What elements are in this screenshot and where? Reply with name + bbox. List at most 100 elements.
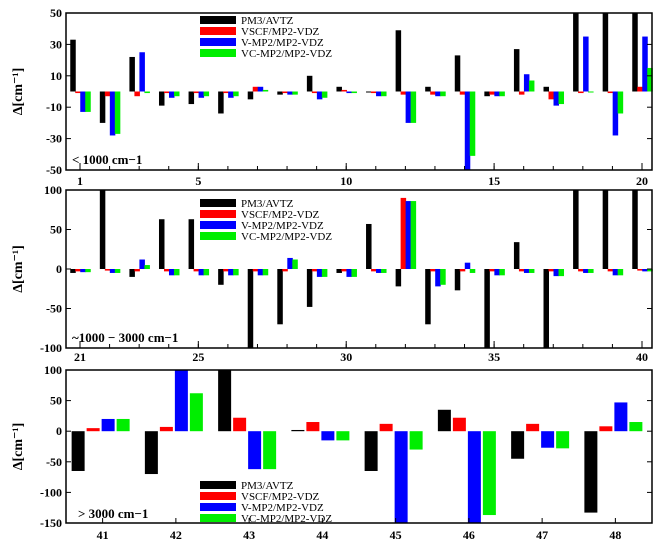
panel-3-bar-s2-6 (452, 417, 466, 432)
panel-2-bar-s3-5 (198, 269, 205, 276)
panel-3-legend-label-2: V-MP2/MP2-VDZ (241, 502, 324, 514)
panel-3-bar-s2-8 (599, 426, 613, 432)
panel-1-legend-label-1: VSCF/MP2-VDZ (241, 26, 320, 38)
panel-2-ytick-label-2: 0 (56, 262, 62, 276)
panel-2-bar-s1-10 (336, 269, 342, 273)
panel-3-ytick-label-1: 50 (50, 394, 62, 408)
panel-3-ytick-label-5: -150 (40, 516, 62, 530)
panel-1-bar-s3-10 (346, 91, 352, 94)
panel-3-bar-s1-5 (364, 431, 378, 471)
panel-1-legend-label-3: VC-MP2/MP2-VDZ (241, 48, 332, 60)
panel-3-legend-label-3: VC-MP2/MP2-VDZ (241, 513, 332, 525)
panel-2-bar-s1-18 (573, 190, 579, 269)
panel-2-bar-s3-3 (139, 259, 145, 269)
panel-1-bar-s1-5 (188, 91, 195, 105)
panel-3-range-annotation: > 3000 cm−1 (78, 506, 148, 521)
panel-2-bar-s3-13 (435, 269, 441, 287)
panel-3-bar-s4-1 (116, 418, 130, 432)
panel-1-bar-s2-3 (134, 91, 140, 97)
panel-2-bar-s2-8 (282, 269, 288, 272)
panel-1-bar-s4-12 (410, 91, 417, 123)
panel-2-bar-s3-17 (553, 269, 560, 277)
panel-1-xtick-label-2: 10 (340, 174, 352, 188)
panel-1-bar-s2-7 (252, 86, 259, 92)
panel-2-bar-s1-2 (99, 190, 106, 269)
panel-1-range-annotation: < 1000 cm−1 (72, 152, 142, 167)
panel-2-bar-s3-6 (228, 269, 234, 276)
panel-1-bar-s3-20 (642, 36, 648, 92)
panel-2-ytick-label-3: -50 (46, 302, 62, 316)
panel-3-legend-swatch-3 (200, 514, 236, 522)
panel-1-bar-s1-8 (277, 91, 283, 95)
panel-1-bar-s1-9 (306, 75, 313, 92)
panel-2-range-annotation: ~1000 − 3000 cm−1 (72, 330, 178, 345)
panel-1-bar-s3-18 (583, 36, 589, 92)
panel-2-bar-s1-13 (425, 269, 431, 325)
panel-1-legend-swatch-3 (200, 49, 236, 57)
panel-3-bar-s3-3 (248, 431, 262, 470)
panel-1-bar-s2-4 (163, 91, 170, 94)
panel-2-bar-s1-4 (158, 219, 165, 269)
panel-1-ytick-label-3: -10 (46, 100, 62, 114)
panel-2-xtick-label-0: 21 (74, 350, 86, 364)
panel-1-bar-s2-6 (223, 91, 229, 94)
panel-3-xtick-label-7: 48 (609, 528, 621, 542)
panel-2-xtick-label-3: 35 (488, 350, 500, 364)
panel-3-bar-s2-2 (159, 426, 173, 432)
panel-2-bar-s4-14 (469, 269, 476, 273)
panel-2-bar-s2-17 (548, 269, 555, 272)
panel-2-bar-s3-14 (464, 262, 471, 269)
panel-1-bar-s3-16 (523, 74, 530, 92)
panel-2-bar-s1-16 (513, 242, 520, 269)
panel-1-bar-s1-12 (395, 30, 402, 92)
panel-2-bar-s3-19 (612, 269, 619, 276)
panel-2-bar-s4-7 (262, 269, 269, 276)
panel-3-bar-s2-1 (86, 428, 100, 432)
panel-2-legend-label-2: V-MP2/MP2-VDZ (241, 220, 324, 232)
panel-2-bar-s2-1 (75, 269, 81, 272)
panel-3-bar-s4-2 (189, 393, 203, 432)
panel-1-xtick-label-0: 1 (77, 174, 83, 188)
panel-3-bar-s1-1 (71, 431, 85, 471)
panel-2-bar-s4-1 (85, 269, 91, 273)
panel-3-ytick-label-2: 0 (56, 424, 62, 438)
panel-3-bar-s4-8 (629, 422, 643, 432)
panel-2-bar-s1-7 (247, 269, 254, 348)
panel-1-ytick-label-5: -50 (46, 163, 62, 177)
panel-1-bar-s3-2 (109, 91, 116, 136)
panel-3-xtick-label-1: 42 (170, 528, 182, 542)
panel-3-legend-swatch-2 (200, 503, 236, 511)
panel-2-bar-s3-10 (346, 269, 352, 277)
panel-3-xtick-label-4: 45 (390, 528, 402, 542)
panel-3-bar-s4-6 (482, 431, 496, 516)
panel-2-bar-s4-6 (233, 269, 239, 276)
panel-2-bar-s4-13 (440, 269, 446, 285)
panel-3-bar-s3-1 (101, 418, 115, 432)
panel-3-ytick-label-3: -50 (46, 455, 62, 469)
panel-1-bar-s4-11 (381, 91, 387, 97)
panel-1-legend-swatch-0 (200, 16, 236, 24)
panel-2-bar-s3-15 (494, 269, 500, 276)
panel-2-bar-s2-11 (371, 269, 377, 272)
panel-2-bar-s3-20 (642, 269, 648, 272)
panel-2-bar-s3-7 (257, 269, 264, 276)
panel-2-bar-s1-1 (70, 269, 76, 273)
panel-1-bar-s3-13 (435, 91, 441, 97)
panel-3-bar-s4-4 (336, 431, 350, 441)
panel-1-bar-s2-8 (282, 91, 288, 94)
panel-1-bar-s3-1 (80, 91, 86, 112)
panel-1-bar-s2-11 (371, 91, 377, 94)
panel-2-bar-s2-4 (163, 269, 170, 272)
panel-2-bar-s3-8 (287, 257, 293, 269)
panel-2-bar-s3-1 (80, 269, 86, 273)
panel-2-bar-s1-5 (188, 219, 195, 269)
panel-2-ytick-label-4: -100 (40, 341, 62, 355)
panel-1-bar-s2-14 (459, 91, 466, 95)
panel-3-bar-s3-8 (614, 402, 628, 432)
panel-2-ytick-label-0: 100 (44, 183, 62, 197)
panel-1-bar-s3-3 (139, 52, 145, 92)
panel-1-bar-s1-11 (366, 91, 372, 93)
panel-1-bar-s1-17 (543, 86, 550, 92)
